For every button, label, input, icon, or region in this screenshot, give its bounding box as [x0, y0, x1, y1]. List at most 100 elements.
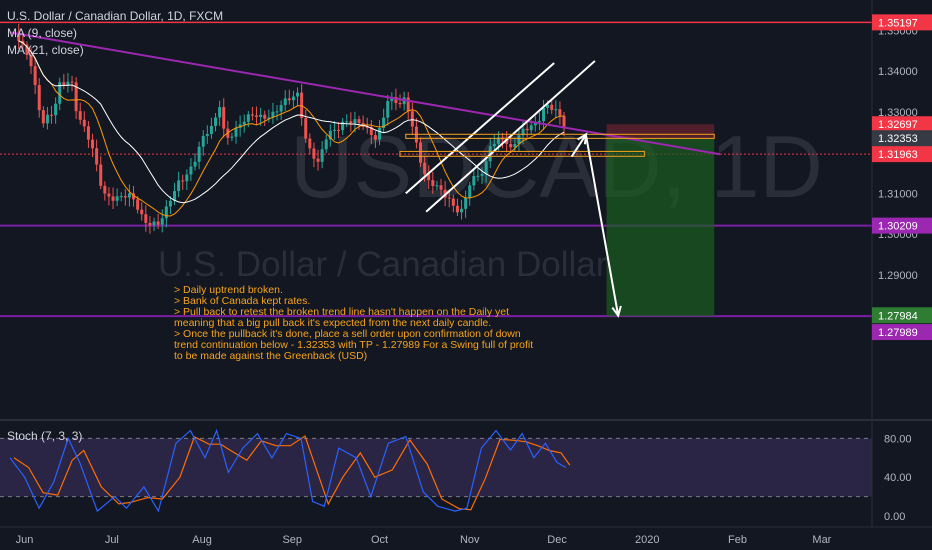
candle[interactable] — [193, 161, 197, 167]
candle[interactable] — [517, 135, 521, 144]
candle[interactable] — [345, 121, 349, 123]
candle[interactable] — [324, 139, 328, 150]
candle[interactable] — [214, 117, 218, 126]
candle[interactable] — [222, 107, 226, 129]
candle[interactable] — [542, 107, 546, 122]
candle[interactable] — [164, 206, 168, 219]
candle[interactable] — [197, 146, 201, 162]
candle[interactable] — [406, 97, 410, 112]
time-axis[interactable]: Jun Jul Aug Sep Oct Nov Dec 2020 Feb Mar — [16, 534, 832, 546]
candle[interactable] — [349, 121, 353, 124]
candle[interactable] — [341, 121, 345, 131]
candle[interactable] — [492, 143, 496, 147]
candle[interactable] — [54, 103, 58, 116]
candle[interactable] — [181, 180, 185, 182]
candle[interactable] — [74, 82, 78, 112]
candle[interactable] — [173, 191, 177, 201]
candle[interactable] — [82, 119, 86, 127]
candle[interactable] — [230, 136, 234, 138]
candle[interactable] — [529, 125, 533, 131]
candle[interactable] — [127, 193, 131, 198]
candle[interactable] — [537, 121, 541, 123]
candle[interactable] — [189, 166, 193, 175]
candle[interactable] — [50, 114, 54, 116]
candle[interactable] — [509, 143, 513, 148]
candle[interactable] — [99, 164, 103, 186]
candle[interactable] — [234, 127, 238, 137]
candle[interactable] — [86, 126, 90, 140]
candle[interactable] — [451, 198, 455, 206]
candle[interactable] — [119, 196, 123, 198]
stop-zone[interactable] — [606, 124, 715, 139]
ma21-line[interactable] — [18, 40, 565, 204]
candle[interactable] — [369, 126, 373, 136]
candle[interactable] — [419, 142, 423, 163]
candle[interactable] — [78, 111, 82, 120]
candle[interactable] — [168, 200, 172, 207]
candle[interactable] — [378, 128, 382, 140]
candle[interactable] — [390, 96, 394, 102]
candle[interactable] — [291, 96, 295, 101]
candle[interactable] — [283, 98, 287, 106]
candle[interactable] — [332, 129, 336, 131]
candle[interactable] — [296, 92, 300, 97]
candle[interactable] — [468, 185, 472, 198]
candle[interactable] — [267, 117, 271, 119]
candle[interactable] — [45, 114, 49, 124]
candle[interactable] — [460, 208, 464, 213]
candle[interactable] — [177, 180, 181, 192]
candle[interactable] — [472, 176, 476, 186]
target-zone[interactable] — [606, 138, 715, 317]
candle[interactable] — [505, 139, 509, 144]
candle[interactable] — [386, 101, 390, 118]
candle[interactable] — [410, 111, 414, 127]
candle[interactable] — [423, 162, 427, 175]
candle[interactable] — [201, 135, 205, 147]
stoch-axis[interactable]: 80.00 40.00 0.00 — [884, 433, 912, 523]
candle[interactable] — [513, 143, 517, 148]
candle[interactable] — [464, 197, 468, 209]
candle[interactable] — [431, 180, 435, 186]
candle[interactable] — [546, 104, 550, 108]
candle[interactable] — [447, 197, 451, 199]
candle[interactable] — [29, 55, 33, 67]
price-plot[interactable] — [0, 21, 872, 318]
candle[interactable] — [382, 117, 386, 129]
candle[interactable] — [218, 107, 222, 118]
candle[interactable] — [562, 115, 566, 129]
candle[interactable] — [337, 129, 341, 131]
candle[interactable] — [242, 121, 246, 125]
candle[interactable] — [250, 114, 254, 116]
candle[interactable] — [17, 32, 21, 41]
candle[interactable] — [304, 118, 308, 139]
candle[interactable] — [62, 82, 66, 86]
candle[interactable] — [111, 196, 115, 201]
candle[interactable] — [95, 148, 99, 165]
candle[interactable] — [357, 119, 361, 123]
channel-line-lower[interactable] — [425, 60, 596, 213]
stoch-k-line[interactable] — [9, 428, 567, 513]
candle[interactable] — [255, 115, 259, 117]
candle[interactable] — [37, 85, 41, 111]
candle[interactable] — [271, 111, 275, 118]
candle[interactable] — [427, 174, 431, 181]
candle[interactable] — [320, 149, 324, 162]
candle[interactable] — [144, 214, 148, 223]
candle[interactable] — [398, 103, 402, 105]
candle[interactable] — [328, 130, 332, 140]
candle[interactable] — [316, 158, 320, 162]
candle[interactable] — [205, 133, 209, 136]
candle[interactable] — [525, 128, 529, 131]
candle[interactable] — [152, 221, 156, 226]
candle[interactable] — [287, 98, 291, 101]
candle[interactable] — [550, 104, 554, 110]
stoch-legend[interactable]: Stoch (7, 3, 3) — [7, 429, 82, 443]
candle[interactable] — [558, 109, 562, 116]
ma9-legend[interactable]: MA (9, close) — [7, 26, 77, 40]
candle[interactable] — [439, 185, 443, 190]
candle[interactable] — [496, 137, 500, 144]
candle[interactable] — [91, 139, 95, 149]
candle[interactable] — [33, 66, 37, 86]
candle[interactable] — [70, 81, 74, 83]
candle[interactable] — [484, 161, 488, 175]
